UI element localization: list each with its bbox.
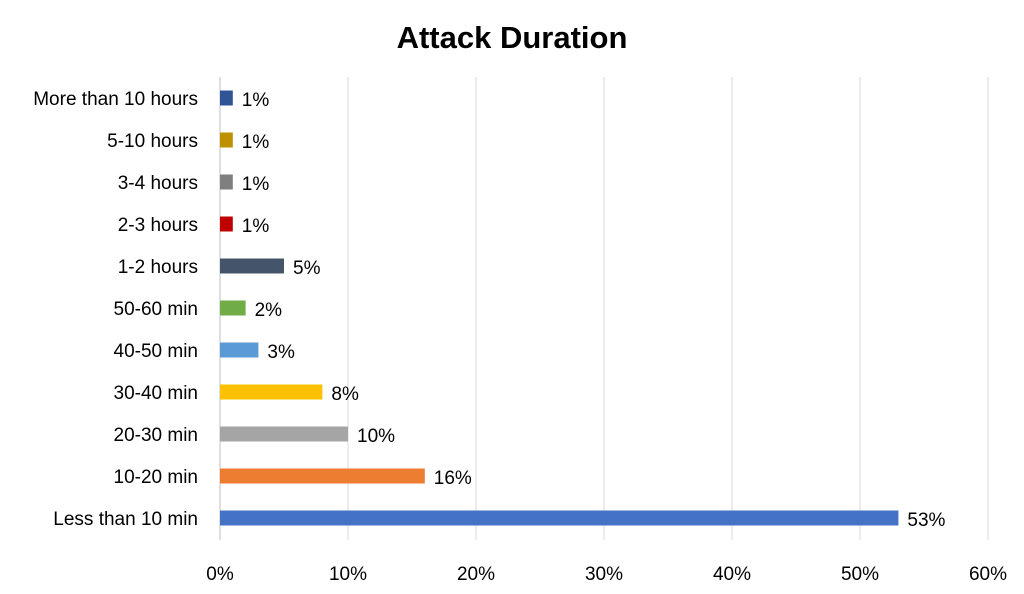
x-tick-label: 40% [713,564,751,585]
category-label: 40-50 min [114,341,199,362]
category-label: 10-20 min [114,467,199,488]
data-label: 8% [331,384,359,405]
bar [220,174,233,190]
category-label: 1-2 hours [118,257,198,278]
data-label: 1% [242,132,270,153]
category-label: Less than 10 min [53,509,198,530]
bars [220,90,899,526]
x-tick-label: 50% [841,564,879,585]
category-label: 5-10 hours [107,131,198,152]
data-label: 10% [357,426,395,447]
bar [220,384,323,400]
data-label: 5% [293,258,321,279]
bar [220,216,233,232]
category-label: More than 10 hours [33,89,198,110]
category-label: 2-3 hours [118,215,198,236]
x-tick-label: 0% [206,564,234,585]
data-label: 1% [242,174,270,195]
data-labels: 1% 1% 1% 1% 5% 2% 3% 8% 10% 16% 53% [242,90,946,531]
bar [220,510,899,526]
category-label: 3-4 hours [118,173,198,194]
category-label: 50-60 min [114,299,199,320]
data-label: 3% [267,342,295,363]
category-labels: More than 10 hours 5-10 hours 3-4 hours 2-3… [33,89,198,530]
bar [220,90,233,106]
category-label: 30-40 min [114,383,199,404]
x-tick-label: 60% [969,564,1007,585]
bar [220,342,259,358]
bar [220,258,284,274]
data-label: 1% [242,90,270,111]
x-tick-label: 30% [585,564,623,585]
x-tick-label: 10% [329,564,367,585]
data-label: 16% [434,468,472,489]
data-label: 1% [242,216,270,237]
data-label: 2% [255,300,283,321]
bar [220,132,233,148]
x-tick-label: 20% [457,564,495,585]
category-label: 20-30 min [114,425,199,446]
chart-title: Attack Duration [397,20,628,55]
bar [220,426,348,442]
gridlines [219,77,989,540]
data-label: 53% [907,510,945,531]
bar [220,300,246,316]
bar [220,468,425,484]
x-tick-labels: 0% 10% 20% 30% 40% 50% 60% [206,564,1007,585]
